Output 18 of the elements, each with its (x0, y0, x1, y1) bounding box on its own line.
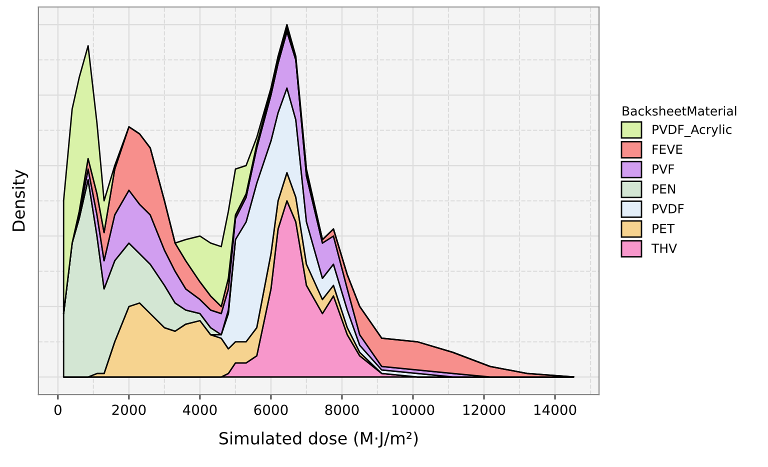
x-tick-label: 12000 (463, 404, 506, 416)
legend-label: PVDF_Acrylic (652, 124, 732, 137)
legend-label: PVF (652, 164, 674, 174)
x-axis-title: Simulated dose (M·J/m²) (219, 432, 418, 448)
y-axis-title: Density (12, 170, 28, 231)
legend-label: PET (652, 224, 675, 234)
legend-title: BacksheetMaterial (622, 106, 736, 116)
legend-label: PVDF (652, 204, 684, 214)
x-tick-label: 10000 (392, 404, 434, 416)
x-tick-label: 14000 (534, 404, 576, 416)
x-tick-label: 6000 (254, 404, 288, 416)
legend-label: THV (651, 244, 677, 253)
legend-label: FEVE (652, 144, 682, 154)
x-tick-label: 4000 (182, 404, 217, 416)
x-tick-label: 8000 (325, 404, 359, 416)
x-tick-label: 0 (54, 404, 62, 416)
x-tick-label: 2000 (112, 404, 146, 416)
legend-label: PEN (652, 184, 676, 194)
